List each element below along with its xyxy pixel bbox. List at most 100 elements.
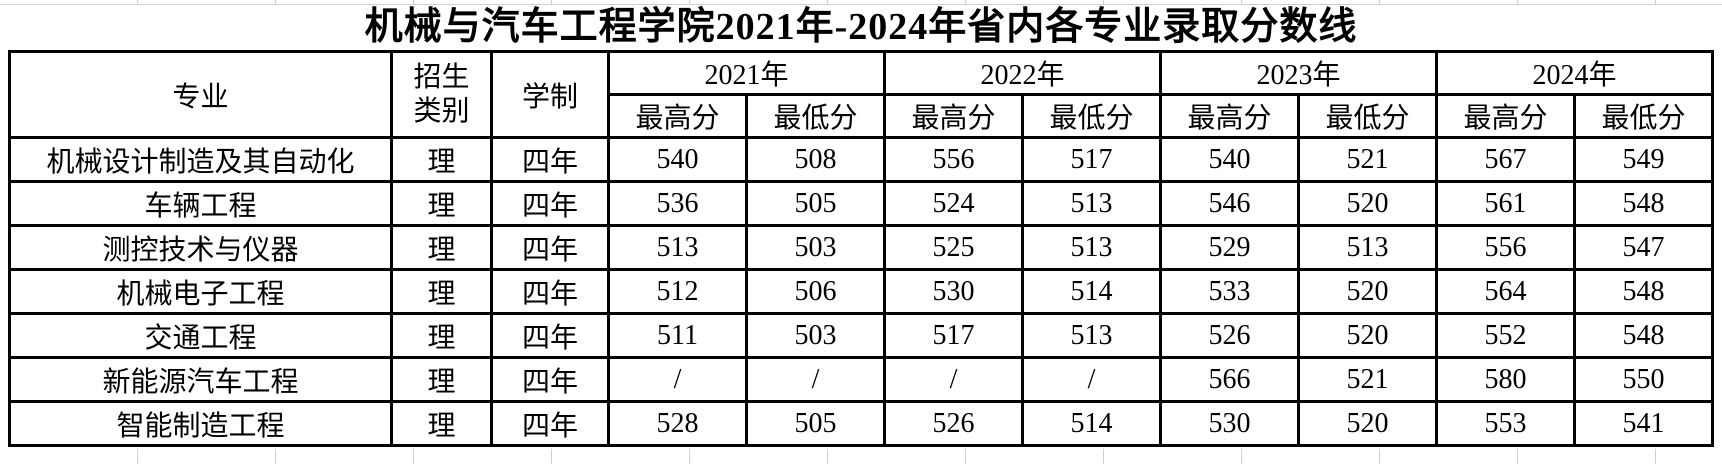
duration-cell: 四年 — [490, 356, 610, 403]
score-cell: 520 — [1297, 180, 1438, 227]
score-cell: 514 — [1021, 268, 1162, 315]
score-cell: 526 — [1159, 312, 1300, 359]
score-cell: 517 — [1021, 136, 1162, 183]
duration-cell: 四年 — [490, 136, 610, 183]
score-cell: 548 — [1573, 312, 1714, 359]
header-row-score-labels: 最高分 最低分 最高分 最低分 最高分 最低分 最高分 最低分 — [10, 93, 1714, 139]
category-cell: 理 — [390, 136, 493, 183]
table-row: 测控技术与仪器 理 四年 513 503 525 513 529 513 556… — [8, 224, 1714, 271]
duration-cell: 四年 — [490, 224, 610, 271]
score-cell: 526 — [883, 400, 1024, 447]
score-cell: 580 — [1435, 356, 1576, 403]
table-row: 机械设计制造及其自动化 理 四年 540 508 556 517 540 521… — [8, 136, 1714, 183]
major-cell: 新能源汽车工程 — [8, 356, 393, 403]
category-cell: 理 — [390, 356, 493, 403]
header-max-2024: 最高分 — [1435, 93, 1576, 139]
header-duration: 学制 — [490, 50, 610, 139]
header-year-2023: 2023年 — [1159, 50, 1438, 96]
score-cell: 503 — [745, 312, 886, 359]
header-row-years: 专业 招生 类别 学制 2021年 2022年 2023年 2024年 — [8, 50, 1714, 139]
duration-cell: 四年 — [490, 268, 610, 315]
duration-cell: 四年 — [490, 180, 610, 227]
score-cell: 548 — [1573, 268, 1714, 315]
score-cell: 521 — [1297, 136, 1438, 183]
score-cell: / — [883, 356, 1024, 403]
table-row: 新能源汽车工程 理 四年 / / / / 566 521 580 550 — [8, 356, 1714, 403]
score-cell: 540 — [607, 136, 748, 183]
score-cell: 505 — [745, 180, 886, 227]
score-cell: 564 — [1435, 268, 1576, 315]
category-cell: 理 — [390, 268, 493, 315]
score-cell: 520 — [1297, 400, 1438, 447]
category-cell: 理 — [390, 400, 493, 447]
gridline-sliver-bottom — [0, 449, 1722, 464]
duration-cell: 四年 — [490, 400, 610, 447]
score-cell: 561 — [1435, 180, 1576, 227]
duration-cell: 四年 — [490, 312, 610, 359]
category-cell: 理 — [390, 224, 493, 271]
score-cell: 525 — [883, 224, 1024, 271]
score-cell: 556 — [1435, 224, 1576, 271]
score-cell: 552 — [1435, 312, 1576, 359]
score-cell: 541 — [1573, 400, 1714, 447]
score-cell: 511 — [607, 312, 748, 359]
score-cell: / — [1021, 356, 1162, 403]
score-cell: 520 — [1297, 312, 1438, 359]
table-row: 智能制造工程 理 四年 528 505 526 514 530 520 553 … — [8, 400, 1714, 447]
admission-scores-table: 专业 招生 类别 学制 2021年 2022年 2023年 2024年 最高分 … — [8, 50, 1714, 447]
score-cell: 508 — [745, 136, 886, 183]
score-cell: 549 — [1573, 136, 1714, 183]
score-cell: 513 — [1021, 312, 1162, 359]
score-cell: 520 — [1297, 268, 1438, 315]
header-category-line2: 类别 — [413, 95, 470, 127]
header-major: 专业 — [8, 50, 393, 139]
header-min-2022: 最低分 — [1021, 93, 1162, 139]
score-cell: 513 — [1021, 180, 1162, 227]
score-cell: 528 — [607, 400, 748, 447]
score-cell: 566 — [1159, 356, 1300, 403]
major-cell: 车辆工程 — [8, 180, 393, 227]
score-cell: 524 — [883, 180, 1024, 227]
score-cell: 506 — [745, 268, 886, 315]
major-cell: 机械设计制造及其自动化 — [8, 136, 393, 183]
score-cell: 513 — [607, 224, 748, 271]
score-cell: 553 — [1435, 400, 1576, 447]
score-cell: 536 — [607, 180, 748, 227]
score-cell: 540 — [1159, 136, 1300, 183]
score-cell: 505 — [745, 400, 886, 447]
table-row: 交通工程 理 四年 511 503 517 513 526 520 552 54… — [8, 312, 1714, 359]
score-cell: 546 — [1159, 180, 1300, 227]
header-max-2021: 最高分 — [607, 93, 748, 139]
score-cell: 517 — [883, 312, 1024, 359]
gridline-sliver-top — [0, 0, 1722, 5]
header-min-2021: 最低分 — [745, 93, 886, 139]
header-category-line1: 招生 — [413, 61, 470, 93]
score-cell: 529 — [1159, 224, 1300, 271]
header-max-2023: 最高分 — [1159, 93, 1300, 139]
score-cell: 548 — [1573, 180, 1714, 227]
score-cell: 513 — [1297, 224, 1438, 271]
header-min-2024: 最低分 — [1573, 93, 1714, 139]
category-cell: 理 — [390, 180, 493, 227]
score-cell: 547 — [1573, 224, 1714, 271]
score-cell: 530 — [883, 268, 1024, 315]
score-cell: 550 — [1573, 356, 1714, 403]
score-cell: 533 — [1159, 268, 1300, 315]
major-cell: 测控技术与仪器 — [8, 224, 393, 271]
header-max-2022: 最高分 — [883, 93, 1024, 139]
table-row: 机械电子工程 理 四年 512 506 530 514 533 520 564 … — [8, 268, 1714, 315]
score-cell: 556 — [883, 136, 1024, 183]
score-cell: 521 — [1297, 356, 1438, 403]
score-cell: 503 — [745, 224, 886, 271]
score-cell: 530 — [1159, 400, 1300, 447]
score-cell: / — [745, 356, 886, 403]
category-cell: 理 — [390, 312, 493, 359]
header-category: 招生 类别 — [390, 50, 493, 139]
major-cell: 机械电子工程 — [8, 268, 393, 315]
score-cell: 512 — [607, 268, 748, 315]
page-title: 机械与汽车工程学院2021年-2024年省内各专业录取分数线 — [364, 6, 1358, 48]
table-row: 车辆工程 理 四年 536 505 524 513 546 520 561 54… — [8, 180, 1714, 227]
score-cell: 514 — [1021, 400, 1162, 447]
header-year-2022: 2022年 — [883, 50, 1162, 96]
